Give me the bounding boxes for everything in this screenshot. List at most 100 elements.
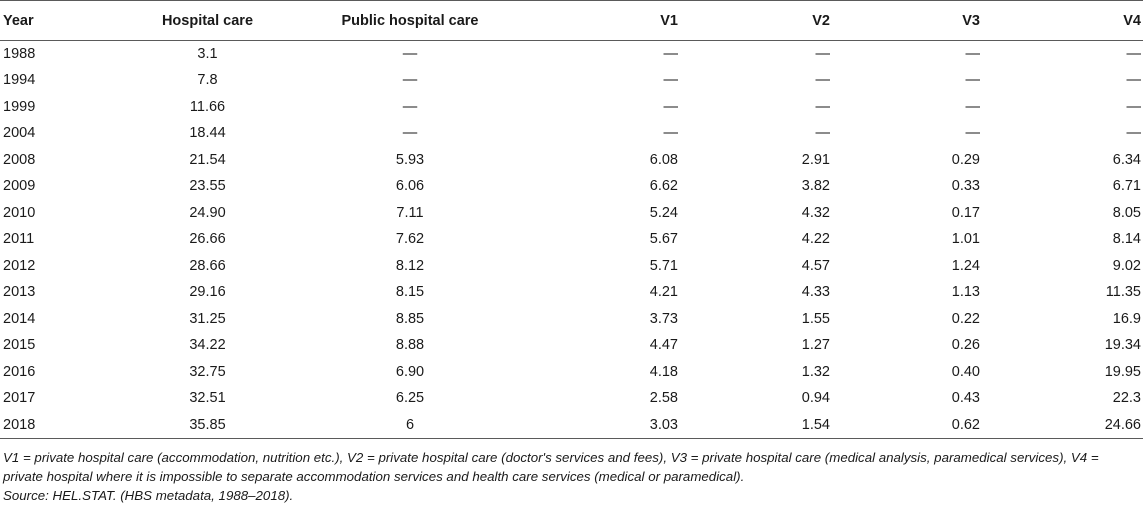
- cell-public-hospital-care: —: [402, 46, 418, 62]
- cell-v3: 0.17: [951, 204, 980, 221]
- cell-public-hospital-care: 8.12: [395, 257, 425, 274]
- cell-v3: 0.33: [951, 178, 980, 195]
- cell-public-hospital-care: 8.15: [395, 284, 425, 301]
- table-row: 2016 32.75 6.90 4.18 1.32 0.40 19.95: [0, 359, 1143, 386]
- table-footnotes: V1 = private hospital care (accommodatio…: [0, 439, 1143, 505]
- header-v4: V4: [984, 0, 1143, 41]
- cell-v1: 3.73: [649, 310, 678, 327]
- cell-public-hospital-care: 7.11: [396, 204, 424, 221]
- cell-hospital-care: 29.16: [189, 284, 226, 301]
- cell-v1: 3.03: [525, 411, 682, 439]
- cell-public-hospital-care: —: [402, 98, 418, 115]
- cell-v4: 24.66: [984, 411, 1143, 439]
- cell-year: 2011: [3, 231, 35, 248]
- cell-v3: —: [965, 98, 981, 115]
- cell-v4: 11.35: [1105, 284, 1141, 301]
- cell-v3: 1.13: [951, 284, 980, 301]
- cell-public-hospital-care: 5.93: [395, 151, 425, 168]
- cell-v3: 0.29: [951, 151, 980, 168]
- table-row: 1994 7.8 — — — — —: [0, 67, 1143, 94]
- table-row: 2014 31.25 8.85 3.73 1.55 0.22 16.9: [0, 306, 1143, 333]
- cell-v2: 1.55: [801, 310, 830, 327]
- cell-year: 2010: [3, 204, 36, 221]
- cell-v3: —: [965, 72, 981, 89]
- header-public-hospital-care: Public hospital care: [295, 0, 525, 41]
- cell-hospital-care: 23.55: [189, 178, 226, 195]
- cell-public-hospital-care: 6.25: [395, 390, 425, 407]
- cell-v1: 5.24: [649, 204, 678, 221]
- cell-v4: 16.9: [1112, 310, 1141, 327]
- cell-hospital-care: 32.75: [189, 363, 226, 380]
- table-row: 1999 11.66 — — — — —: [0, 94, 1143, 121]
- cell-public-hospital-care: 8.85: [395, 310, 425, 327]
- cell-public-hospital-care: —: [402, 72, 418, 89]
- cell-year: 2013: [3, 284, 36, 301]
- table-row: 2010 24.90 7.11 5.24 4.32 0.17 8.05: [0, 200, 1143, 227]
- table-row: 2012 28.66 8.12 5.71 4.57 1.24 9.02: [0, 253, 1143, 280]
- header-v3: V3: [834, 0, 984, 41]
- cell-hospital-care: 3.1: [197, 46, 218, 62]
- table-row: 2015 34.22 8.88 4.47 1.27 0.26 19.34: [0, 332, 1143, 359]
- cell-v2: —: [815, 98, 831, 115]
- cell-hospital-care: 24.90: [189, 204, 226, 221]
- cell-hospital-care: 18.44: [189, 125, 226, 142]
- cell-year: 1999: [3, 98, 36, 115]
- table-row: 1988 3.1 — — — — —: [0, 41, 1143, 68]
- cell-hospital-care: 11.66: [189, 98, 226, 115]
- cell-public-hospital-care: 6.06: [395, 178, 425, 195]
- cell-v3: —: [965, 46, 981, 62]
- cell-v2: 4.57: [801, 257, 830, 274]
- cell-public-hospital-care: —: [402, 125, 418, 142]
- cell-v4: —: [1126, 125, 1142, 142]
- cell-v2: 1.27: [801, 337, 830, 354]
- cell-v1: 4.18: [649, 363, 678, 380]
- cell-hospital-care: 32.51: [189, 390, 226, 407]
- cell-hospital-care: 26.66: [189, 231, 226, 248]
- cell-v3: 0.40: [951, 363, 980, 380]
- cell-v1: —: [663, 72, 679, 89]
- cell-v2: 0.94: [801, 390, 830, 407]
- cell-year: 2017: [3, 390, 36, 407]
- table-row: 2011 26.66 7.62 5.67 4.22 1.01 8.14: [0, 226, 1143, 253]
- header-row: Year Hospital care Public hospital care …: [0, 0, 1143, 41]
- cell-v2: —: [815, 72, 831, 89]
- cell-year: 2012: [3, 257, 36, 274]
- cell-v4: 8.05: [1112, 204, 1141, 221]
- cell-v3: 1.24: [951, 257, 980, 274]
- cell-hospital-care: 7.8: [197, 72, 218, 89]
- cell-v1: —: [663, 98, 679, 115]
- cell-v1: 4.21: [649, 284, 678, 301]
- header-hospital-care: Hospital care: [120, 0, 295, 41]
- table-row: 2008 21.54 5.93 6.08 2.91 0.29 6.34: [0, 147, 1143, 174]
- cell-public-hospital-care: 6: [295, 411, 525, 439]
- cell-v2: 4.32: [801, 204, 830, 221]
- cell-v1: —: [663, 125, 679, 142]
- cell-hospital-care: 21.54: [189, 151, 226, 168]
- cell-year: 1994: [3, 72, 36, 89]
- cell-year: 2014: [3, 310, 36, 327]
- cell-v3: 0.43: [951, 390, 980, 407]
- cell-public-hospital-care: 7.62: [395, 231, 425, 248]
- cell-v1: 6.08: [649, 151, 678, 168]
- cell-v4: —: [1126, 98, 1142, 115]
- cell-v4: 9.02: [1112, 257, 1141, 274]
- cell-v2: —: [815, 46, 831, 62]
- cell-year: 1988: [3, 46, 36, 62]
- cell-v3: —: [965, 125, 981, 142]
- cell-v1: 5.67: [649, 231, 678, 248]
- cell-year: 2004: [3, 125, 36, 142]
- cell-v2: 4.33: [801, 284, 830, 301]
- cell-v4: 8.14: [1112, 231, 1141, 248]
- footnote-definitions: V1 = private hospital care (accommodatio…: [3, 449, 1099, 484]
- cell-v3: 0.26: [951, 337, 980, 354]
- cell-year: 2008: [3, 151, 36, 168]
- cell-hospital-care: 31.25: [189, 310, 226, 327]
- table-row: 2017 32.51 6.25 2.58 0.94 0.43 22.3: [0, 385, 1143, 412]
- cell-public-hospital-care: 6.90: [395, 363, 425, 380]
- cell-v4: —: [1126, 72, 1142, 89]
- header-v2: V2: [682, 0, 834, 41]
- cell-v4: 22.3: [1112, 390, 1141, 407]
- table-row: 2013 29.16 8.15 4.21 4.33 1.13 11.35: [0, 279, 1143, 306]
- cell-v2: 1.54: [682, 411, 834, 439]
